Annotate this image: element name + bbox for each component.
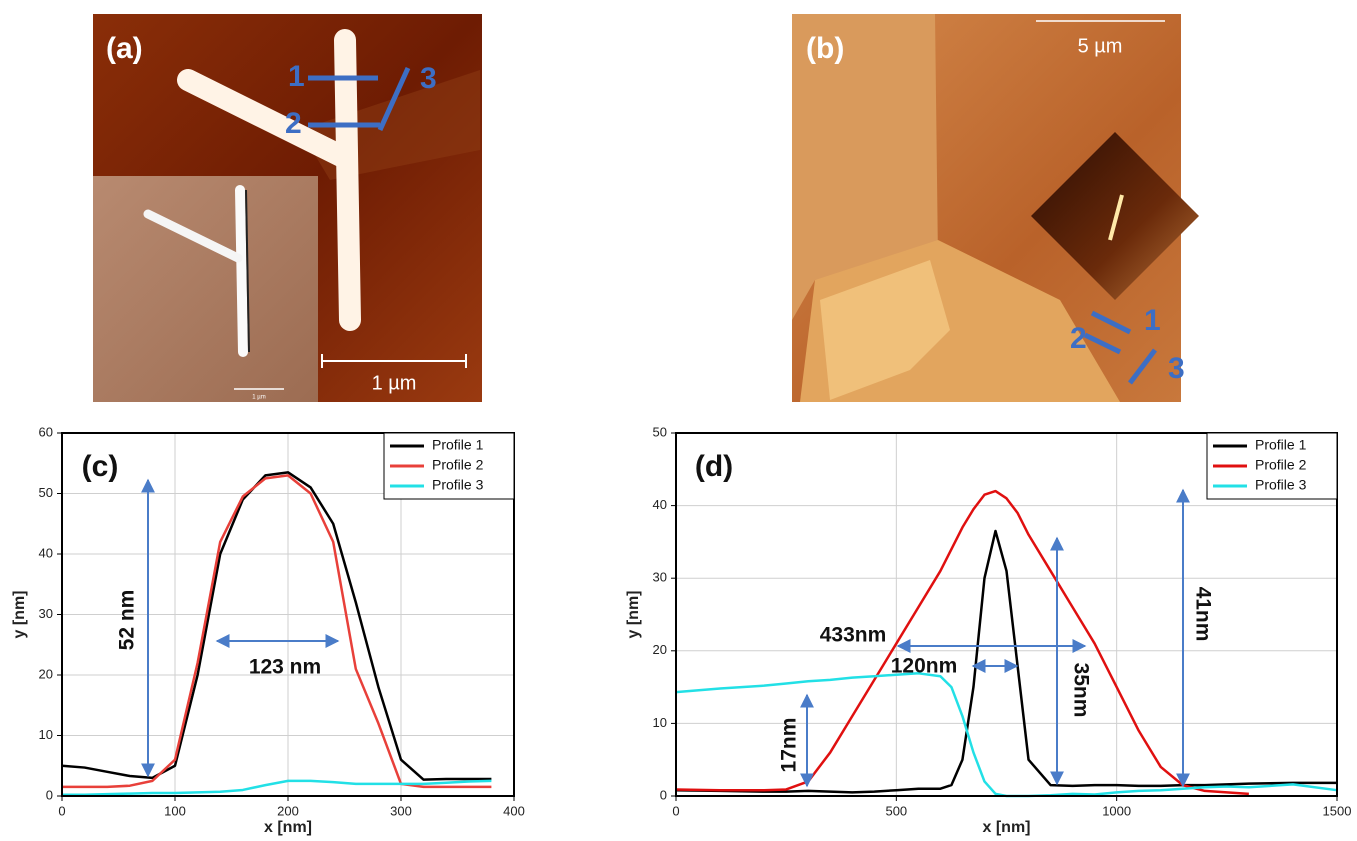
x-tick-label: 0 <box>58 803 65 818</box>
scale-bar-label: 1 µm <box>372 372 417 394</box>
profile-label: 1 <box>288 60 305 93</box>
annotation: 41nm <box>1191 587 1214 642</box>
y-tick-label: 50 <box>39 485 53 500</box>
legend-label: Profile 2 <box>432 457 484 473</box>
x-tick-label: 1500 <box>1323 803 1352 818</box>
annotation: 17nm <box>778 718 801 773</box>
profile-label: 2 <box>1070 322 1087 355</box>
legend-label: Profile 2 <box>1255 457 1307 473</box>
scale-bar-label: 1 µm <box>252 395 265 401</box>
x-tick-label: 400 <box>503 803 525 818</box>
legend-label: Profile 1 <box>1255 437 1307 453</box>
y-tick-label: 60 <box>39 424 53 439</box>
x-tick-label: 500 <box>885 803 907 818</box>
x-axis-label: x [nm] <box>264 819 312 836</box>
profile-label: 1 <box>1144 304 1161 337</box>
x-tick-label: 0 <box>672 803 679 818</box>
x-tick-label: 300 <box>390 803 412 818</box>
scale-bar-label: 5 µm <box>1078 35 1123 57</box>
legend-label: Profile 3 <box>432 477 484 493</box>
profile-label: 2 <box>285 107 302 140</box>
legend-label: Profile 1 <box>432 437 484 453</box>
x-tick-label: 100 <box>164 803 186 818</box>
y-axis-label: y [nm] <box>11 591 28 639</box>
x-axis-label: x [nm] <box>983 819 1031 836</box>
annotation: (d) <box>695 450 733 483</box>
data-line <box>676 673 1337 796</box>
y-tick-label: 0 <box>660 787 667 802</box>
y-tick-label: 40 <box>39 545 53 560</box>
annotation: 120nm <box>891 655 958 678</box>
x-tick-label: 1000 <box>1102 803 1131 818</box>
annotation: 433nm <box>820 624 887 647</box>
y-tick-label: 30 <box>39 606 53 621</box>
annotation: 35nm <box>1069 663 1092 718</box>
panel-label: (a) <box>106 32 143 65</box>
figure: (a) 1 2 3 1 µm 1 µm (b) 1 2 3 5 µm 01002… <box>0 0 1357 841</box>
y-tick-label: 20 <box>39 666 53 681</box>
profile-label: 3 <box>1168 352 1185 385</box>
x-tick-label: 200 <box>277 803 299 818</box>
panel-label: (b) <box>806 32 844 65</box>
data-line <box>676 531 1337 792</box>
y-tick-label: 40 <box>653 497 667 512</box>
y-tick-label: 50 <box>653 424 667 439</box>
y-tick-label: 10 <box>39 727 53 742</box>
y-tick-label: 20 <box>653 642 667 657</box>
annotation: 123 nm <box>249 656 321 679</box>
annotation: 52 nm <box>116 590 139 651</box>
y-tick-label: 0 <box>46 787 53 802</box>
profile-label: 3 <box>420 62 437 95</box>
legend-label: Profile 3 <box>1255 477 1307 493</box>
annotation: (c) <box>82 450 119 483</box>
data-line <box>676 491 1249 794</box>
y-tick-label: 10 <box>653 715 667 730</box>
afm-image-b <box>792 14 1199 402</box>
y-tick-label: 30 <box>653 570 667 585</box>
y-axis-label: y [nm] <box>625 591 642 639</box>
